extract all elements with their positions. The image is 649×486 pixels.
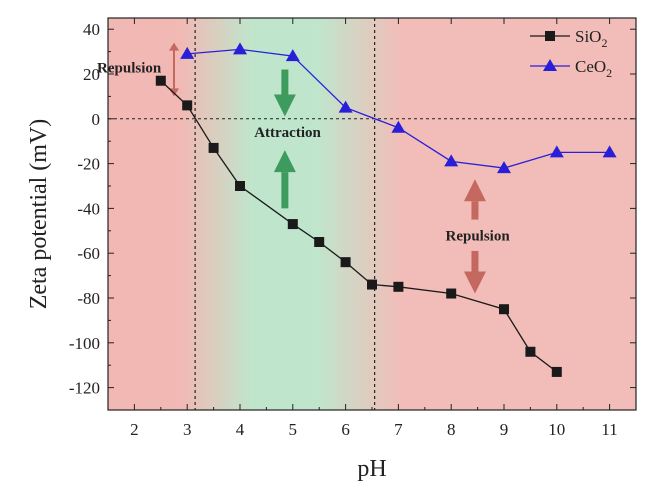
- data-point-square: [235, 181, 245, 191]
- data-point-square: [551, 366, 562, 377]
- data-point-square: [208, 142, 219, 153]
- legend-marker-square: [545, 31, 555, 41]
- x-tick-label: 4: [236, 420, 245, 439]
- data-point-triangle: [338, 100, 353, 113]
- data-point-square: [446, 288, 457, 299]
- y-tick-label: 20: [83, 65, 100, 84]
- data-point-triangle: [549, 145, 564, 158]
- plot-area-fill: [108, 18, 636, 410]
- legend-label: SiO2: [575, 27, 607, 50]
- x-tick-label: 8: [447, 420, 456, 439]
- data-point-triangle: [391, 120, 406, 133]
- x-axis-title: pH: [357, 456, 386, 482]
- legend-marker-triangle: [543, 59, 557, 71]
- y-tick-label: 0: [92, 110, 101, 129]
- x-tick-label: 10: [548, 420, 565, 439]
- x-tick-label: 6: [341, 420, 350, 439]
- x-tick-label: 11: [601, 420, 617, 439]
- data-point-square: [182, 100, 193, 111]
- y-tick-label: -60: [77, 244, 100, 263]
- y-axis-title: Zeta potential (mV): [26, 119, 52, 310]
- data-point-triangle: [602, 145, 617, 158]
- y-tick-label: -80: [77, 289, 100, 308]
- data-point-square: [499, 304, 509, 315]
- data-point-square: [155, 75, 166, 86]
- y-tick-label: -100: [69, 334, 100, 353]
- data-point-triangle: [285, 49, 300, 62]
- data-point-square: [367, 279, 377, 290]
- data-series: [155, 42, 617, 377]
- region-annotation: Attraction: [254, 125, 321, 141]
- arrow-head: [273, 150, 296, 173]
- x-tick-label: 7: [394, 420, 403, 439]
- y-tick-label: -120: [69, 379, 100, 398]
- data-point-square: [525, 346, 536, 357]
- region-annotation: Repulsion: [97, 60, 162, 76]
- arrow-head: [463, 179, 486, 202]
- legend-label: CeO2: [575, 57, 612, 80]
- annotation-arrows: [169, 42, 486, 294]
- x-tick-label: 3: [183, 420, 192, 439]
- reference-lines: [108, 18, 636, 410]
- annotations: Repulsion Attraction Repulsion: [97, 60, 510, 244]
- arrow-head: [463, 271, 486, 294]
- data-point-triangle: [180, 46, 195, 59]
- x-tick-label: 9: [500, 420, 509, 439]
- x-tick-label: 5: [289, 420, 298, 439]
- plot-background: [108, 18, 636, 410]
- y-tick-label: 40: [83, 20, 100, 39]
- arrow-head: [273, 94, 296, 117]
- data-point-triangle: [444, 154, 459, 167]
- data-point-triangle: [233, 42, 247, 55]
- data-point-triangle: [497, 161, 511, 174]
- legend-label-base: SiO: [575, 27, 601, 46]
- region-annotation: Repulsion: [445, 228, 510, 244]
- data-point-square: [340, 257, 351, 268]
- axes: 2 3 4 5 6 7 8 9 10 11 40 20 0 -20 -40 -60 -80 -100 -120 pH Z…: [26, 17, 637, 482]
- data-point-square: [393, 281, 404, 292]
- legend-label-subscript: 2: [601, 36, 607, 50]
- data-point-square: [314, 237, 325, 247]
- legend-label-subscript: 2: [606, 66, 612, 80]
- arrow-head: [169, 42, 179, 51]
- x-tick-label: 2: [130, 420, 139, 439]
- y-tick-label: -20: [77, 155, 100, 174]
- legend-label-base: CeO: [575, 57, 606, 76]
- data-point-square: [287, 219, 298, 230]
- y-tick-label: -40: [77, 199, 100, 218]
